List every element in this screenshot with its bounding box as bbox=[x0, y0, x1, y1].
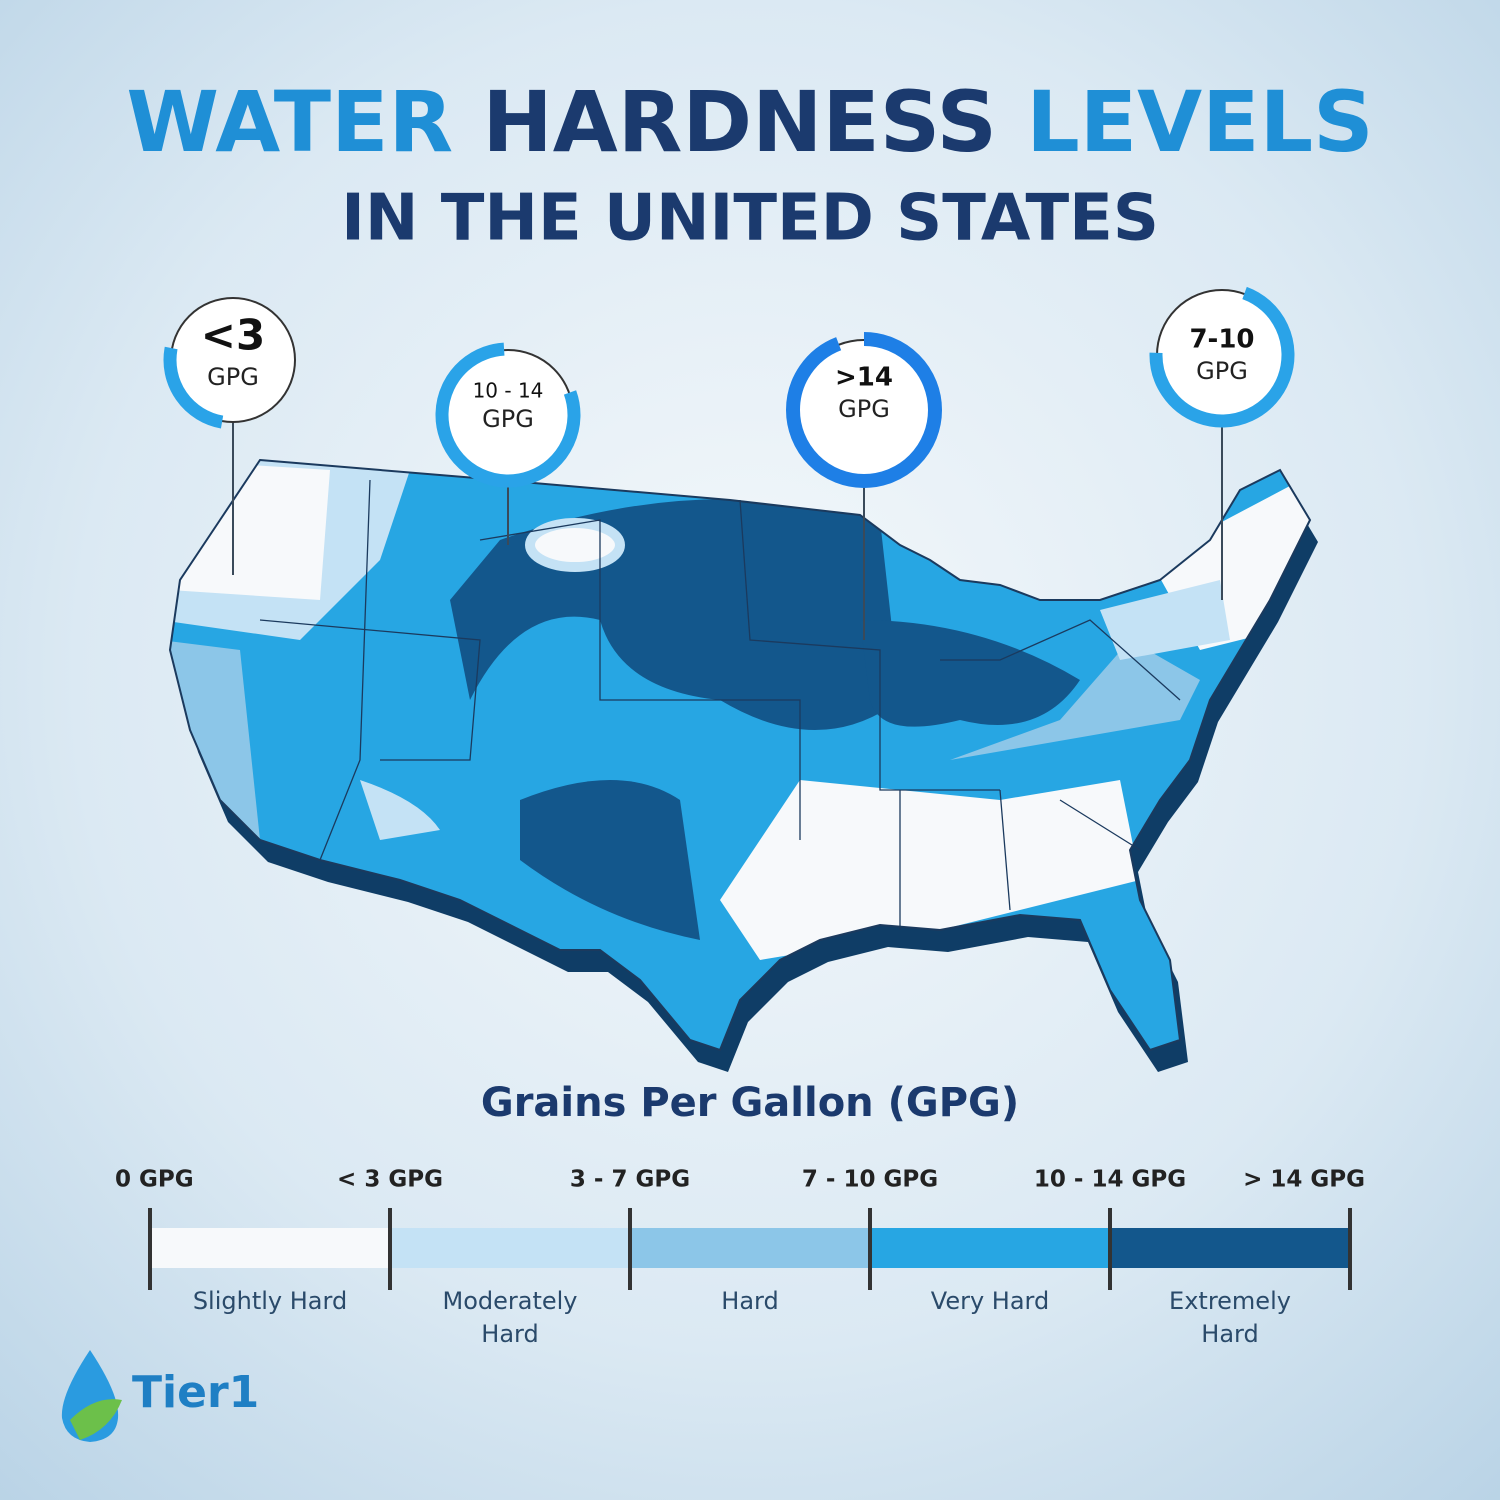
legend-segment-label: Very Hard bbox=[931, 1287, 1049, 1315]
legend: Slightly Hard Moderately Hard Hard Very Hard… bbox=[115, 1167, 1365, 1349]
callout-value: <3 bbox=[201, 311, 265, 360]
title-line-2: IN THE UNITED STATES bbox=[341, 182, 1159, 256]
title-word: LEVELS bbox=[1026, 73, 1373, 171]
region bbox=[525, 518, 625, 572]
callout: 7-10 GPG bbox=[1149, 282, 1295, 428]
logo: Tier1 bbox=[61, 1350, 259, 1442]
callout-ring bbox=[435, 342, 581, 488]
border bbox=[899, 789, 1141, 930]
border bbox=[940, 619, 1181, 701]
callout: 10 - 14 GPG bbox=[435, 342, 581, 488]
title-word: WATER bbox=[126, 73, 453, 171]
legend-segment-label: Hard bbox=[481, 1320, 538, 1348]
legend-segment-label: Hard bbox=[1201, 1320, 1258, 1348]
legend-segment-label: Moderately bbox=[442, 1287, 577, 1315]
legend-segment-label: Slightly Hard bbox=[193, 1287, 347, 1315]
border bbox=[739, 499, 1000, 791]
region bbox=[860, 620, 1080, 727]
logo-text: Tier1 bbox=[132, 1367, 259, 1418]
callout-value: >14 bbox=[835, 363, 893, 393]
border bbox=[479, 519, 801, 840]
state-borders bbox=[259, 479, 1181, 930]
legend-tick-label: > 14 GPG bbox=[1243, 1167, 1365, 1193]
callout-unit: GPG bbox=[207, 363, 259, 391]
legend-tick-label: 0 GPG bbox=[115, 1167, 194, 1193]
callout-ring bbox=[1149, 282, 1295, 428]
callout-unit: GPG bbox=[482, 405, 534, 433]
title-line-1: WATER HARDNESS LEVELS bbox=[126, 73, 1373, 171]
legend-tick-label: 10 - 14 GPG bbox=[1034, 1167, 1186, 1193]
callout-unit: GPG bbox=[838, 395, 890, 423]
callout-value: 7-10 bbox=[1189, 325, 1254, 355]
callout-value: 10 - 14 bbox=[473, 379, 544, 403]
region bbox=[360, 780, 440, 840]
legend-segment-label: Extremely bbox=[1169, 1287, 1291, 1315]
region bbox=[950, 640, 1200, 760]
region bbox=[1100, 580, 1230, 660]
legend-tick-label: 7 - 10 GPG bbox=[802, 1167, 938, 1193]
title-word: HARDNESS bbox=[482, 73, 997, 171]
callout: <3 GPG bbox=[163, 290, 303, 430]
map-outline bbox=[168, 458, 1312, 1052]
callout-leaders bbox=[232, 420, 1223, 640]
legend-segment bbox=[870, 1228, 1110, 1268]
logo-leaf bbox=[70, 1399, 122, 1440]
legend-segment-label: Hard bbox=[721, 1287, 778, 1315]
callout-unit: GPG bbox=[1196, 357, 1248, 385]
legend-segment bbox=[150, 1228, 390, 1268]
border bbox=[319, 479, 371, 861]
legend-segment bbox=[1110, 1228, 1350, 1268]
region bbox=[520, 780, 700, 940]
region bbox=[720, 780, 1140, 960]
legend-segment bbox=[390, 1228, 630, 1268]
border bbox=[259, 619, 481, 761]
legend-title: Grains Per Gallon (GPG) bbox=[481, 1080, 1019, 1126]
callout-ring bbox=[786, 332, 942, 488]
legend-tick-label: 3 - 7 GPG bbox=[570, 1167, 690, 1193]
legend-segment bbox=[630, 1228, 870, 1268]
callout: >14 GPG bbox=[786, 332, 942, 488]
legend-tick-label: < 3 GPG bbox=[337, 1167, 443, 1193]
callout-ring bbox=[163, 290, 303, 430]
